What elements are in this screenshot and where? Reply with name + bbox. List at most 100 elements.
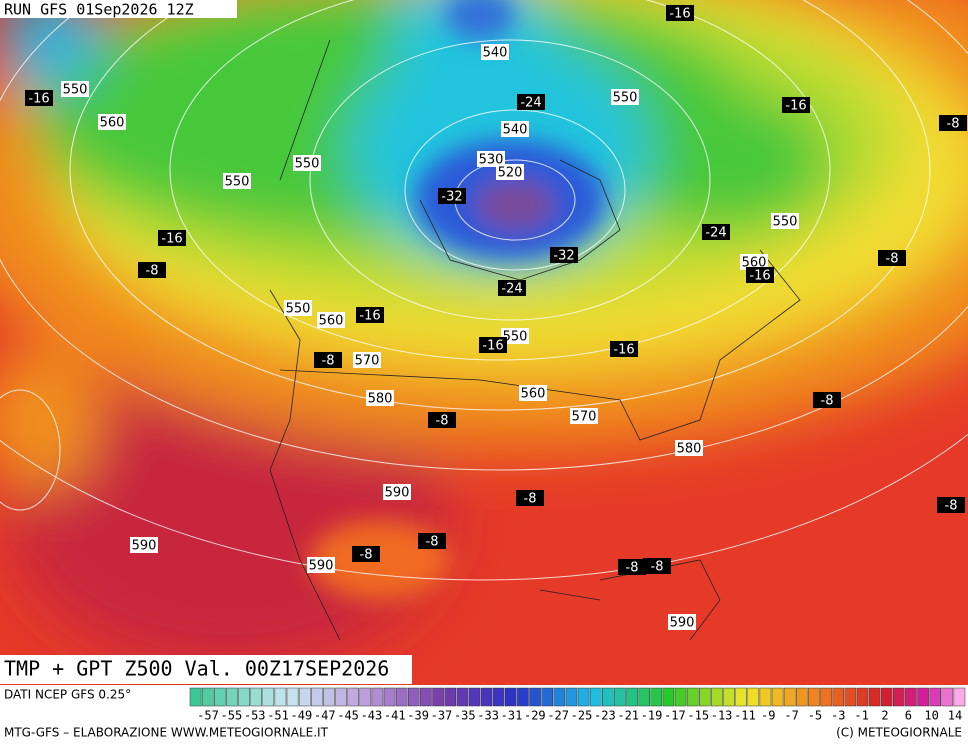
color-swatch — [759, 687, 772, 707]
legend-label: -19 — [641, 709, 663, 723]
height-label: 550 — [503, 330, 528, 345]
temperature-label-box — [643, 558, 671, 574]
color-swatch — [420, 687, 432, 707]
legend-label: -1 — [854, 709, 868, 723]
color-swatch — [371, 687, 384, 707]
height-label: 570 — [572, 410, 597, 425]
color-swatch — [226, 687, 238, 707]
color-swatch — [917, 687, 929, 707]
color-swatch — [517, 687, 529, 707]
height-label: 590 — [670, 616, 695, 631]
height-label: 590 — [132, 539, 157, 554]
height-label-box — [501, 328, 529, 344]
color-swatch — [505, 687, 517, 707]
temperature-label-box — [610, 341, 638, 357]
map-field — [0, 0, 968, 685]
temperature-label-box — [702, 224, 730, 240]
height-label-box — [501, 121, 529, 137]
run-label: RUN GFS 01Sep2026 12Z — [4, 1, 194, 19]
height-label: 580 — [677, 442, 702, 457]
temperature-label: -8 — [524, 492, 537, 507]
color-swatch — [638, 687, 650, 707]
temperature-label-box — [498, 280, 526, 296]
color-swatch — [905, 687, 917, 707]
legend-label: 6 — [905, 709, 912, 723]
legend-label: -57 — [197, 709, 219, 723]
color-swatch — [541, 687, 553, 707]
temperature-label-box — [517, 94, 545, 110]
temperature-label: -24 — [520, 96, 541, 111]
height-label-box — [98, 114, 126, 130]
temperature-label: -8 — [146, 264, 159, 279]
temperature-label: -8 — [626, 561, 639, 576]
temperature-label: -8 — [426, 535, 439, 550]
height-label-box — [570, 408, 598, 424]
color-swatch — [820, 687, 832, 707]
legend-label: -33 — [477, 709, 499, 723]
source-label: DATI NCEP GFS 0.25° — [4, 688, 131, 702]
temperature-label-box — [746, 267, 774, 283]
temperature-label-box — [479, 337, 507, 353]
color-swatch — [408, 687, 420, 707]
height-label-box — [61, 81, 89, 97]
legend-label: -53 — [244, 709, 266, 723]
color-swatch — [868, 687, 881, 707]
color-swatch — [432, 687, 444, 707]
legend-label: 10 — [924, 709, 938, 723]
height-label: 530 — [479, 153, 504, 168]
color-swatch — [796, 687, 808, 707]
temperature-label: -8 — [360, 548, 373, 563]
temperature-label-box — [138, 262, 166, 278]
color-swatch — [214, 687, 226, 707]
height-label: 560 — [521, 387, 546, 402]
height-label-box — [611, 89, 639, 105]
colorbar: -57 -55 -53 -51 -49 -47 -45 -43 -41 -39 -37 -35 -33-… — [189, 687, 966, 723]
color-swatch — [468, 687, 481, 707]
color-swatch — [444, 687, 456, 707]
height-label: 540 — [483, 46, 508, 61]
legend-label: -43 — [361, 709, 383, 723]
color-swatch — [735, 687, 747, 707]
temperature-label-box — [666, 5, 694, 21]
color-swatch — [723, 687, 735, 707]
color-swatch — [262, 687, 275, 707]
color-swatch — [480, 687, 493, 707]
height-label-box — [366, 390, 394, 406]
temperature-label-box — [314, 352, 342, 368]
color-swatch — [771, 687, 784, 707]
color-swatch — [456, 687, 469, 707]
color-swatch — [856, 687, 869, 707]
temperature-label: -16 — [161, 232, 182, 247]
legend-label: -37 — [431, 709, 453, 723]
legend-label: -51 — [267, 709, 289, 723]
color-swatch — [674, 687, 687, 707]
color-swatch — [941, 687, 954, 707]
color-swatch — [189, 687, 202, 707]
height-label: 550 — [613, 91, 638, 106]
legend-label: -27 — [547, 709, 569, 723]
temperature-label: -24 — [705, 226, 726, 241]
color-swatch — [565, 687, 578, 707]
temperature-label-box — [418, 533, 446, 549]
legend-label: -7 — [784, 709, 798, 723]
height-label: 560 — [100, 116, 125, 131]
temperature-label: -32 — [441, 190, 462, 205]
temperature-label: -16 — [785, 99, 806, 114]
color-swatch — [880, 687, 893, 707]
height-label: 540 — [503, 123, 528, 138]
height-label-box — [771, 213, 799, 229]
legend-label: -47 — [314, 709, 336, 723]
color-swatch — [783, 687, 796, 707]
height-label: 550 — [286, 302, 311, 317]
color-swatch — [347, 687, 359, 707]
color-swatch — [529, 687, 541, 707]
temperature-label-box — [878, 250, 906, 266]
temperature-label: -8 — [651, 560, 664, 575]
height-label-box — [284, 300, 312, 316]
height-label: 560 — [742, 256, 767, 271]
legend-label: -23 — [594, 709, 616, 723]
temperature-label-box — [813, 392, 841, 408]
temperature-label: -8 — [886, 252, 899, 267]
height-label-box — [740, 254, 768, 270]
